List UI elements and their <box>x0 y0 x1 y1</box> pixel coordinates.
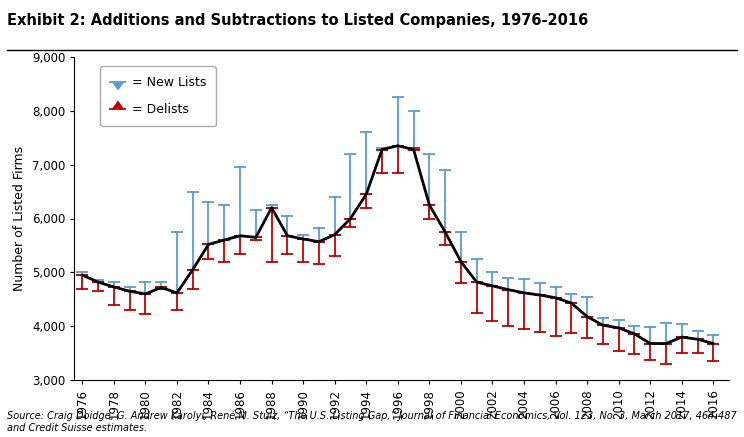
Y-axis label: Number of Listed Firms: Number of Listed Firms <box>13 146 27 291</box>
Text: Source: Craig Doidge, G. Andrew Karolyi, René M. Stulz, “The U.S. Listing Gap,” : Source: Craig Doidge, G. Andrew Karolyi,… <box>7 410 737 433</box>
Text: Exhibit 2: Additions and Subtractions to Listed Companies, 1976-2016: Exhibit 2: Additions and Subtractions to… <box>7 13 589 28</box>
Legend: = New Lists, = Delists: = New Lists, = Delists <box>100 66 216 126</box>
